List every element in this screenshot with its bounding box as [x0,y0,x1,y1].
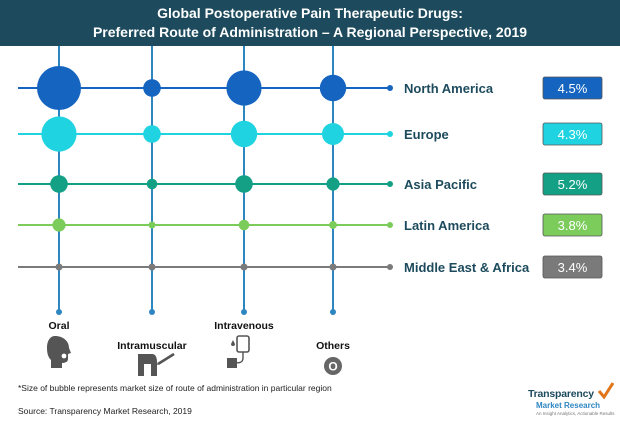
head-shape [47,336,71,368]
row-line-end-latin-america [387,222,393,228]
bubble-middle-east-africa-others [329,263,337,271]
column-label-intravenous: Intravenous [214,320,274,332]
bubble-middle-east-africa-intramuscular [148,263,156,271]
others-icon-glyph: O [328,360,337,374]
region-label-north-america: North America [404,81,494,96]
syringe-body [157,352,175,366]
iv-hand [227,358,237,368]
region-label-latin-america: Latin America [404,218,490,233]
bubble-middle-east-africa-oral [55,263,63,271]
value-label-asia-pacific: 5.2% [558,177,588,192]
region-label-europe: Europe [404,127,449,142]
bubble-asia-pacific-intravenous [235,175,253,193]
region-label-middle-east-africa: Middle East & Africa [404,260,530,275]
value-label-middle-east-africa: 3.4% [558,260,588,275]
bubble-latin-america-intravenous [238,219,250,231]
row-line-end-europe [387,131,393,137]
publisher-logo: Transparency Market Research An Insight … [528,382,616,424]
chart-title-line1: Global Postoperative Pain Therapeutic Dr… [157,5,463,21]
bubble-asia-pacific-others [326,177,340,191]
chart-title-banner: Global Postoperative Pain Therapeutic Dr… [0,0,620,46]
iv-drip-icon [227,335,250,368]
bubble-europe-intramuscular [143,125,161,143]
column-line-end-intramuscular [149,309,155,315]
mouth-dot [61,353,67,359]
bubble-europe-intravenous [230,120,258,148]
column-label-others: Others [316,340,350,352]
bubble-north-america-oral [37,66,81,110]
column-line-end-oral [56,309,62,315]
column-label-oral: Oral [48,320,69,332]
value-badge-latin-america [542,213,603,237]
bubble-europe-others [322,123,344,145]
row-line-end-middle-east-africa [387,264,393,270]
bubble-latin-america-others [329,221,337,229]
others-icon-circle [324,357,342,375]
arm-shape [138,354,157,376]
region-label-asia-pacific: Asia Pacific [404,177,477,192]
row-line-end-asia-pacific [387,181,393,187]
bubble-middle-east-africa-intravenous [240,263,248,271]
logo-check-icon [598,382,614,400]
iv-bag [236,335,250,353]
value-label-north-america: 4.5% [558,81,588,96]
value-badge-north-america [542,76,603,100]
iv-drop [231,340,235,346]
bubble-north-america-intramuscular [143,79,161,97]
bubble-asia-pacific-oral [50,175,68,193]
head-profile-icon [47,336,71,368]
bubble-latin-america-oral [52,218,66,232]
value-badge-middle-east-africa [542,255,603,279]
injection-arm-icon [138,352,175,376]
syringe-needle [154,362,160,367]
column-line-end-intravenous [241,309,247,315]
source-note: Source: Transparency Market Research, 20… [18,406,192,416]
bubble-north-america-others [319,74,347,102]
logo-name: Transparency [528,388,594,400]
value-label-latin-america: 3.8% [558,218,588,233]
value-label-europe: 4.3% [558,127,588,142]
row-line-end-north-america [387,85,393,91]
value-badge-europe [542,122,603,146]
logo-tagline: An Insight Analytics, Actionable Results [536,411,615,416]
footnote: *Size of bubble represents market size o… [18,383,332,393]
chart-title-line2: Preferred Route of Administration – A Re… [92,24,528,40]
logo-subtitle: Market Research [536,401,601,410]
bubble-matrix-chart: North America 4.5% Europe 4.3% Asia Pacific 5… [18,46,603,376]
bubble-asia-pacific-intramuscular [146,178,158,190]
value-badge-asia-pacific [542,172,603,196]
bubble-latin-america-intramuscular [148,221,156,229]
bubble-north-america-intravenous [226,70,262,106]
column-label-intramuscular: Intramuscular [117,340,186,352]
column-line-end-others [330,309,336,315]
bubble-europe-oral [41,116,77,152]
